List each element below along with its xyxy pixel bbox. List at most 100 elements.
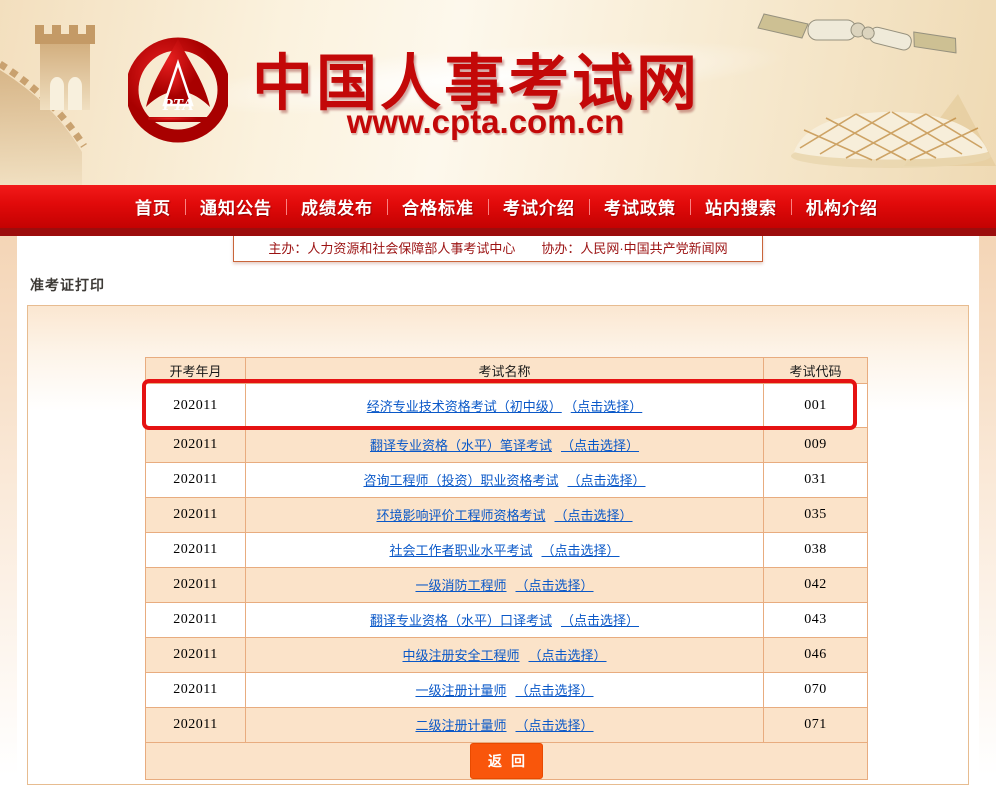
great-wall-illustration (0, 25, 95, 185)
exam-name-cell: 经济专业技术资格考试（初中级） （点击选择） (245, 383, 764, 428)
table-row: 202011 中级注册安全工程师 （点击选择） 046 (145, 637, 868, 673)
column-header-name: 考试名称 (245, 357, 764, 384)
exam-date-cell: 202011 (145, 637, 246, 673)
exam-name-cell: 翻译专业资格（水平）口译考试 （点击选择） (245, 602, 764, 638)
content-panel: 开考年月 考试名称 考试代码 202011 经济专业技术资格考试（初中级） （点击… (27, 305, 969, 785)
nav-item[interactable]: 考试政策 (604, 199, 676, 218)
exam-date-cell: 202011 (145, 462, 246, 498)
exam-code-cell: 035 (763, 497, 868, 533)
exam-date-cell: 202011 (145, 672, 246, 708)
exam-name: 翻译专业资格（水平）口译考试 (369, 613, 552, 628)
exam-link[interactable]: 咨询工程师（投资）职业资格考试 （点击选择） (363, 473, 645, 488)
exam-code-cell: 046 (763, 637, 868, 673)
exam-name: 环境影响评价工程师资格考试 (376, 508, 546, 523)
exam-date-cell: 202011 (145, 532, 246, 568)
nav-item[interactable]: 首页 (135, 199, 171, 218)
exam-name-cell: 社会工作者职业水平考试 （点击选择） (245, 532, 764, 568)
click-to-select-label: （点击选择） (561, 438, 640, 453)
site-logo[interactable]: PTA (128, 33, 228, 143)
nav-item[interactable]: 考试介绍 (503, 199, 575, 218)
click-to-select-label: （点击选择） (541, 543, 620, 558)
exam-date-cell: 202011 (145, 427, 246, 463)
exam-link[interactable]: 一级消防工程师 （点击选择） (415, 578, 593, 593)
exam-code-cell: 042 (763, 567, 868, 603)
table-header-row: 开考年月 考试名称 考试代码 (145, 357, 868, 384)
nav-item[interactable]: 机构介绍 (806, 199, 878, 218)
exam-link[interactable]: 二级注册计量师 （点击选择） (415, 718, 593, 733)
exam-name-cell: 环境影响评价工程师资格考试 （点击选择） (245, 497, 764, 533)
table-row: 202011 环境影响评价工程师资格考试 （点击选择） 035 (145, 497, 868, 533)
nav-list-item: 站内搜索 (689, 194, 790, 219)
back-button[interactable]: 返回 (470, 743, 543, 779)
nav-item[interactable]: 成绩发布 (301, 199, 373, 218)
exam-link[interactable]: 环境影响评价工程师资格考试 （点击选择） (376, 508, 632, 523)
right-edge-gradient (979, 236, 996, 776)
table-row: 202011 翻译专业资格（水平）笔译考试 （点击选择） 009 (145, 427, 868, 463)
exam-code-cell: 071 (763, 707, 868, 743)
table-body: 202011 经济专业技术资格考试（初中级） （点击选择） 001 202011 … (145, 383, 868, 743)
site-url: www.cpta.com.cn (346, 103, 625, 140)
nav-list-item: 成绩发布 (285, 194, 386, 219)
subheader-bar: 主办：人力资源和社会保障部人事考试中心 协办：人民网·中国共产党新闻网 (0, 236, 996, 262)
exam-code-cell: 031 (763, 462, 868, 498)
column-header-date: 开考年月 (145, 357, 246, 384)
exam-name-cell: 咨询工程师（投资）职业资格考试 （点击选择） (245, 462, 764, 498)
exam-code-cell: 043 (763, 602, 868, 638)
exam-name: 一级注册计量师 (415, 683, 507, 698)
nav-list-item: 考试政策 (588, 194, 689, 219)
exam-date-cell: 202011 (145, 602, 246, 638)
nav-list-item: 通知公告 (184, 194, 285, 219)
page-title: 准考证打印 (30, 277, 105, 293)
exam-table-wrap: 开考年月 考试名称 考试代码 202011 经济专业技术资格考试（初中级） （点击… (142, 357, 868, 780)
exam-link[interactable]: 一级注册计量师 （点击选择） (415, 683, 593, 698)
exam-name: 翻译专业资格（水平）笔译考试 (369, 438, 552, 453)
table-row: 202011 翻译专业资格（水平）口译考试 （点击选择） 043 (145, 602, 868, 638)
exam-date-cell: 202011 (145, 497, 246, 533)
table-row: 202011 二级注册计量师 （点击选择） 071 (145, 707, 868, 743)
footer-cell: 返回 (145, 742, 868, 780)
click-to-select-label: （点击选择） (567, 473, 646, 488)
nav-list-item: 考试介绍 (487, 194, 588, 219)
table-row: 202011 一级消防工程师 （点击选择） 042 (145, 567, 868, 603)
exam-name: 经济专业技术资格考试（初中级） (366, 398, 562, 414)
exam-name: 二级注册计量师 (415, 718, 507, 733)
exam-name: 社会工作者职业水平考试 (389, 543, 533, 558)
exam-link[interactable]: 翻译专业资格（水平）口译考试 （点击选择） (370, 613, 639, 628)
spacecraft-illustration (757, 13, 957, 54)
table-row: 202011 一级注册计量师 （点击选择） 070 (145, 672, 868, 708)
nav-bottom-band (0, 228, 996, 236)
exam-code-cell: 070 (763, 672, 868, 708)
site-banner: PTA 中国人事考试网 www.cpta.com.cn (0, 0, 996, 185)
exam-name-cell: 翻译专业资格（水平）笔译考试 （点击选择） (245, 427, 764, 463)
click-to-select-label: （点击选择） (561, 613, 640, 628)
site-title: 中国人事考试网 (252, 49, 701, 117)
exam-date-cell: 202011 (145, 383, 246, 428)
column-header-code: 考试代码 (763, 357, 868, 384)
nav-list-item: 机构介绍 (790, 194, 891, 219)
exam-name-cell: 二级注册计量师 （点击选择） (245, 707, 764, 743)
nav-item[interactable]: 站内搜索 (705, 199, 777, 218)
nav-item[interactable]: 通知公告 (200, 199, 272, 218)
exam-name-cell: 一级注册计量师 （点击选择） (245, 672, 764, 708)
click-to-select-label: （点击选择） (554, 508, 633, 523)
nav-item[interactable]: 合格标准 (402, 199, 474, 218)
organizer-note: 主办：人力资源和社会保障部人事考试中心 协办：人民网·中国共产党新闻网 (233, 236, 763, 262)
exam-link[interactable]: 中级注册安全工程师 （点击选择） (402, 648, 606, 663)
exam-link[interactable]: 经济专业技术资格考试（初中级） （点击选择） (367, 399, 643, 414)
exam-name-cell: 中级注册安全工程师 （点击选择） (245, 637, 764, 673)
table-footer-row: 返回 (145, 742, 868, 780)
exam-table: 开考年月 考试名称 考试代码 202011 经济专业技术资格考试（初中级） （点击… (145, 357, 868, 780)
nav-list-item: 合格标准 (386, 194, 487, 219)
exam-link[interactable]: 社会工作者职业水平考试 （点击选择） (389, 543, 619, 558)
exam-name-cell: 一级消防工程师 （点击选择） (245, 567, 764, 603)
exam-date-cell: 202011 (145, 707, 246, 743)
stadium-illustration (791, 94, 996, 168)
click-to-select-label: （点击选择） (515, 718, 594, 733)
table-row: 202011 咨询工程师（投资）职业资格考试 （点击选择） 031 (145, 462, 868, 498)
nav-list-item: 首页 (122, 194, 184, 219)
click-to-select-label: （点击选择） (528, 648, 607, 663)
table-row: 202011 经济专业技术资格考试（初中级） （点击选择） 001 (145, 383, 868, 428)
exam-name: 咨询工程师（投资）职业资格考试 (363, 473, 559, 488)
main-nav: 首页 通知公告 成绩发布 合格标准 考试介绍 考试政策 站内搜索 (0, 185, 996, 228)
exam-link[interactable]: 翻译专业资格（水平）笔译考试 （点击选择） (370, 438, 639, 453)
